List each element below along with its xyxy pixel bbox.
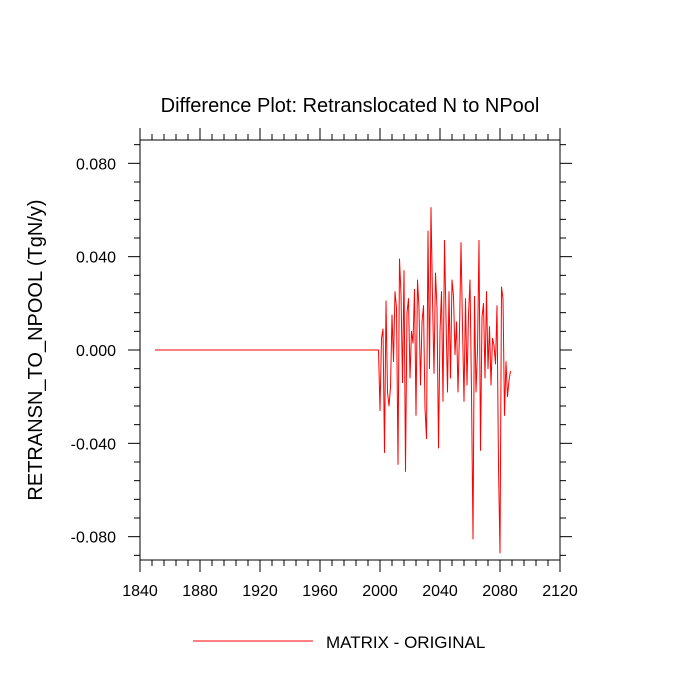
x-tick-label: 2120 <box>542 583 578 600</box>
x-tick-label: 2000 <box>362 583 398 600</box>
y-tick-label: 0.000 <box>76 343 116 360</box>
series-layer <box>155 207 511 554</box>
y-tick-label: -0.040 <box>71 436 116 453</box>
legend: MATRIX - ORIGINAL <box>193 633 485 652</box>
x-tick-label: 2080 <box>482 583 518 600</box>
y-tick-label: 0.040 <box>76 250 116 267</box>
x-tick-label: 1960 <box>302 583 338 600</box>
series-line-0 <box>155 207 511 554</box>
axis-ticks: 1840 1880 1920 1960 2000 2040 2080 2120 -0.080 -0… <box>71 128 578 600</box>
y-tick-label: 0.080 <box>76 156 116 173</box>
x-tick-label: 1920 <box>242 583 278 600</box>
legend-label: MATRIX - ORIGINAL <box>326 633 485 652</box>
x-tick-label: 1880 <box>182 583 218 600</box>
x-tick-label: 2040 <box>422 583 458 600</box>
chart-title: Difference Plot: Retranslocated N to NPo… <box>161 95 540 117</box>
x-tick-label: 1840 <box>122 583 158 600</box>
y-axis-label: RETRANSN_TO_NPOOL (TgN/y) <box>25 199 47 500</box>
y-tick-label: -0.080 <box>71 530 116 547</box>
